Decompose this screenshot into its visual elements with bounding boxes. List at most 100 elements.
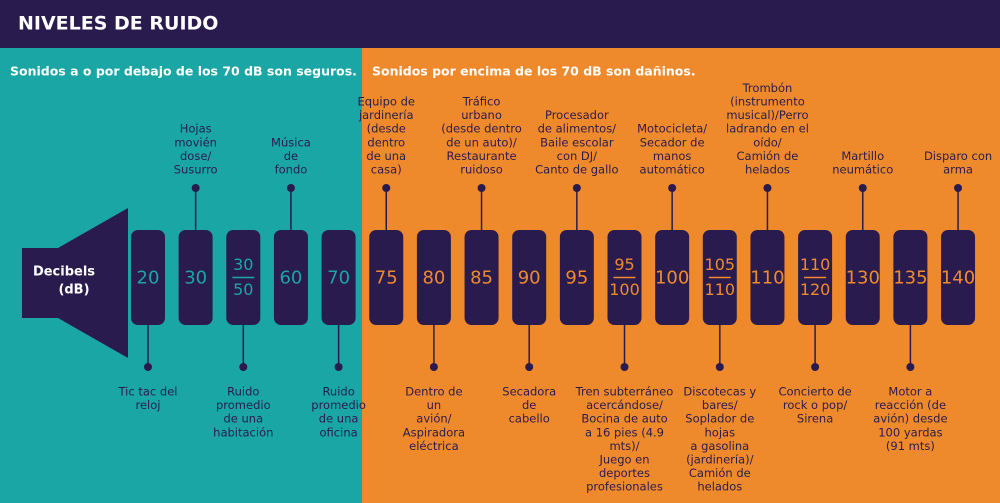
sound-label: Hojas	[180, 122, 212, 136]
sound-label: Secador de	[640, 135, 705, 149]
decibel-value: 110	[800, 255, 831, 274]
sound-label: oído/	[753, 135, 782, 149]
sound-label: de	[522, 398, 536, 412]
sound-label: Canto de gallo	[535, 163, 618, 177]
sound-label: automático	[640, 163, 705, 177]
sound-label: ruidoso	[460, 163, 503, 177]
sound-label: Dentro de	[405, 385, 462, 399]
sound-label: movién	[174, 135, 217, 149]
key	[750, 230, 785, 325]
connector-dot	[954, 184, 963, 192]
key	[559, 230, 594, 325]
connector-dot	[334, 363, 343, 371]
sound-label: de una	[223, 412, 263, 426]
key	[321, 230, 356, 325]
sound-label: musical)/Perro	[726, 108, 808, 122]
sound-label: jardinería	[358, 108, 414, 122]
sound-label: Equipo de	[358, 95, 415, 109]
sound-label: helados	[697, 480, 742, 494]
sound-label: 100 yardas	[878, 425, 942, 439]
sound-label: profesionales	[586, 480, 663, 494]
key	[178, 230, 213, 325]
safe-note: Sonidos a o por debajo de los 70 dB son …	[10, 64, 357, 79]
decibel-value: 105	[705, 255, 736, 274]
sound-label: Tren subterráneo	[575, 385, 674, 399]
decibel-value: 60	[279, 268, 302, 289]
sound-label: promedio	[311, 398, 366, 412]
sound-label: urbano	[461, 108, 502, 122]
decibel-value: 30	[233, 255, 253, 274]
sound-label: Ruido	[227, 385, 259, 399]
connector-dot	[144, 363, 152, 371]
speaker-label: (dB)	[58, 283, 89, 298]
sound-label: Motor a	[888, 385, 932, 399]
key	[273, 230, 308, 325]
sound-label: Camión de	[689, 466, 751, 480]
sound-label: hojas	[705, 425, 736, 439]
decibel-value: 95	[565, 268, 588, 289]
sound-label: Sirena	[797, 412, 833, 426]
decibel-value: 50	[233, 280, 253, 299]
sound-label: casa)	[371, 163, 402, 177]
decibel-value: 90	[518, 268, 541, 289]
sound-label: ladrando en el	[726, 122, 809, 136]
sound-label: de una	[366, 149, 406, 163]
key	[131, 230, 165, 325]
connector-dot	[191, 184, 200, 192]
sound-label: Procesador	[545, 108, 609, 122]
connector-dot	[763, 184, 772, 192]
decibel-value: 110	[750, 268, 784, 289]
sound-label: (instrumento	[730, 95, 805, 109]
connector-dot	[286, 184, 295, 192]
decibel-value: 120	[800, 280, 831, 299]
connector-dot	[572, 184, 581, 192]
sound-label: Disparo con	[924, 149, 992, 163]
sound-label: eléctrica	[409, 439, 458, 453]
sound-label: cabello	[509, 412, 550, 426]
sound-label: dentro	[367, 135, 405, 149]
connector-dot	[858, 184, 867, 192]
sound-label: de alimentos/	[538, 122, 617, 136]
connector-dot	[715, 363, 724, 371]
connector-dot	[906, 363, 915, 371]
sound-label: neumático	[832, 163, 893, 177]
sound-label: Secadora	[502, 385, 556, 399]
connector-dot	[668, 184, 677, 192]
decibel-value: 20	[137, 268, 160, 289]
connector-dot	[477, 184, 486, 192]
decibel-value: 85	[470, 268, 493, 289]
sound-label: bares/	[702, 398, 738, 412]
decibel-value: 140	[941, 268, 975, 289]
sound-label: con DJ/	[557, 149, 598, 163]
sound-label: acercándose/	[586, 398, 663, 412]
sound-label: Ruido	[322, 385, 354, 399]
decibel-value: 80	[422, 268, 445, 289]
connector-dot	[811, 363, 820, 371]
sound-label: Restaurante	[447, 149, 517, 163]
sound-label: dose/	[180, 149, 211, 163]
sound-label: Tráfico	[462, 95, 501, 109]
sound-label: deportes	[599, 466, 650, 480]
key	[893, 230, 928, 325]
sound-label: helados	[745, 163, 790, 177]
sound-label: a 16 pies (4.9	[585, 425, 664, 439]
sound-label: Soplador de	[685, 412, 754, 426]
sound-label: (jardinería)/	[686, 453, 754, 467]
key	[941, 230, 976, 325]
decibel-value: 100	[609, 280, 640, 299]
decibel-value: 135	[893, 268, 927, 289]
sound-label: Martillo	[841, 149, 884, 163]
sound-label: arma	[943, 163, 973, 177]
decibel-value: 110	[705, 280, 736, 299]
key	[512, 230, 547, 325]
sound-label: Discotecas y	[683, 385, 756, 399]
sound-label: fondo	[275, 163, 308, 177]
sound-label: Trombón	[742, 81, 793, 95]
header-bar	[0, 0, 1000, 48]
sound-label: Susurro	[174, 163, 218, 177]
decibel-value: 75	[375, 268, 398, 289]
sound-label: oficina	[320, 425, 358, 439]
sound-label: promedio	[216, 398, 271, 412]
key	[369, 230, 404, 325]
sound-label: Juego en	[598, 453, 649, 467]
